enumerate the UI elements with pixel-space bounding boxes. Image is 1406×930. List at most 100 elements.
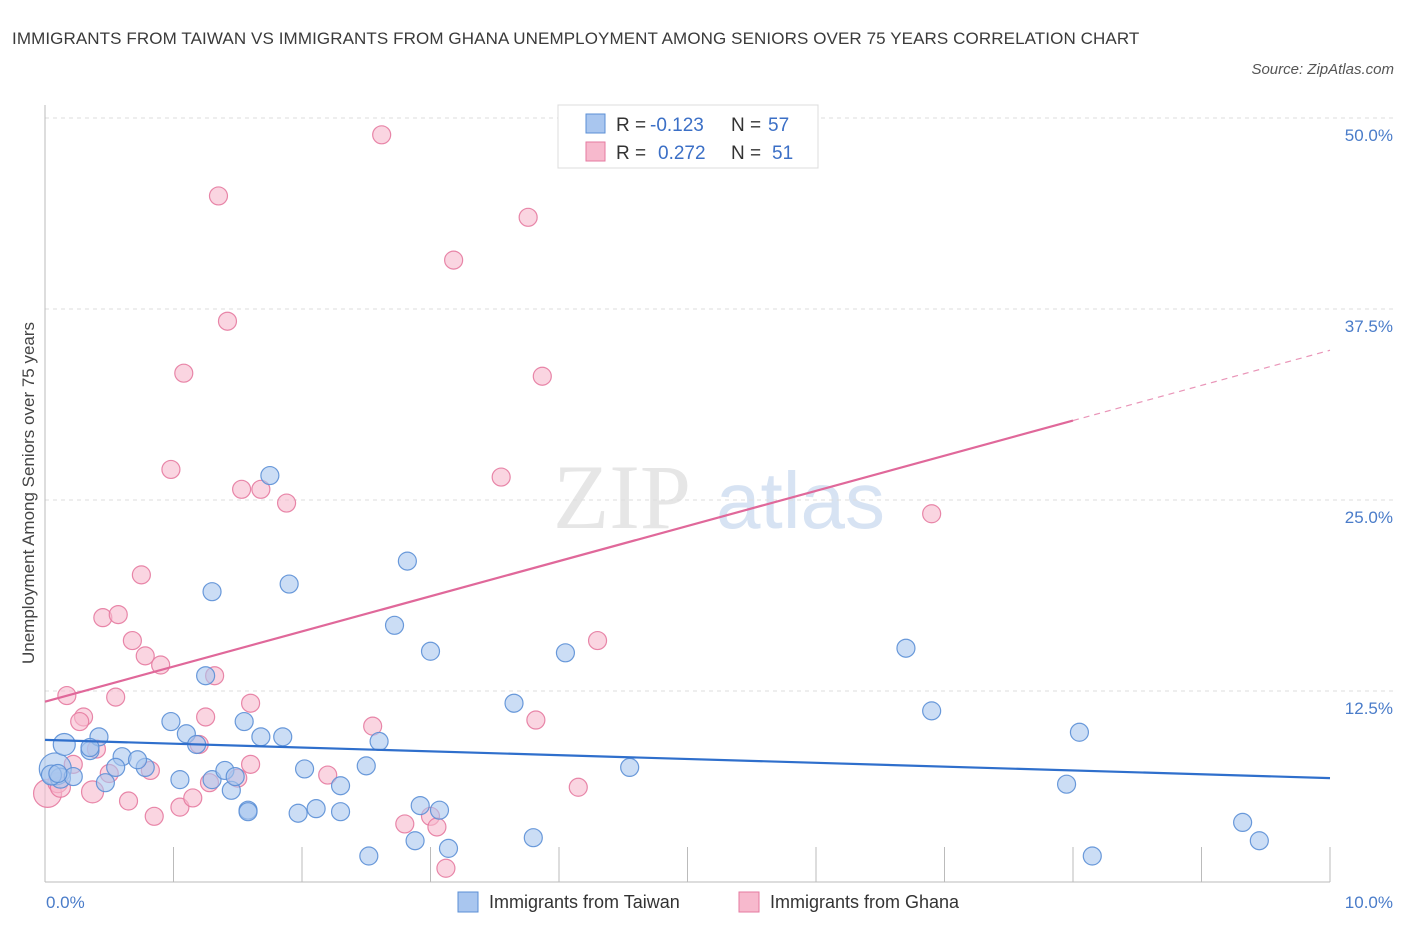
taiwan-point-17	[196, 666, 216, 686]
y-tick-labels: 12.5% 25.0% 37.5% 50.0%	[1345, 126, 1393, 718]
legend-swatch-ghana	[585, 141, 606, 162]
x-tick-labels: 0.0% 10.0%	[46, 893, 1393, 912]
bottom-legend: Immigrants from Taiwan Immigrants from G…	[457, 891, 960, 913]
ghana-point-45	[518, 207, 538, 227]
taiwan-point-36	[384, 615, 405, 635]
taiwan-point-1	[52, 732, 76, 757]
ghana-point-42	[436, 858, 456, 878]
legend-n-value-taiwan: 57	[768, 115, 789, 136]
ghana-point-18	[144, 806, 164, 826]
taiwan-trend-line	[44, 738, 1331, 780]
ghana-point-15	[131, 565, 151, 585]
ghana-point-9	[93, 608, 113, 628]
y-axis-label: Unemployment Among Seniors over 75 years	[19, 322, 38, 664]
ghana-point-34	[251, 479, 271, 499]
legend-n-label-ghana: N =	[731, 143, 761, 164]
taiwan-point-45	[555, 643, 576, 663]
y-tick-label-2: 37.5%	[1345, 317, 1393, 336]
taiwan-point-40	[420, 641, 441, 661]
ghana-point-6	[70, 711, 90, 732]
ghana-point-16	[135, 646, 155, 666]
ghana-point-22	[174, 363, 194, 383]
taiwan-point-56	[238, 802, 258, 822]
legend-n-label-taiwan: N =	[731, 115, 761, 136]
axes	[44, 105, 1331, 883]
ghana-point-32	[241, 754, 261, 774]
ghana-point-12	[108, 604, 128, 625]
taiwan-point-14	[170, 770, 190, 790]
taiwan-point-38	[405, 831, 425, 851]
taiwan-point-18	[202, 582, 222, 602]
taiwan-point-42	[438, 838, 459, 858]
ghana-point-20	[161, 459, 181, 480]
y-tick-label-1: 25.0%	[1345, 508, 1393, 527]
ghana-trend-line	[44, 419, 1074, 703]
taiwan-point-9	[106, 757, 126, 778]
taiwan-point-50	[1069, 722, 1090, 742]
taiwan-point-12	[161, 711, 181, 732]
legend-r-value-taiwan: -0.123	[650, 115, 704, 136]
taiwan-point-53	[1249, 831, 1269, 851]
legend-n-value-ghana: 51	[772, 143, 793, 164]
trend-lines	[44, 349, 1331, 780]
grid-lines	[45, 117, 1393, 692]
watermark-zip: ZIP	[553, 446, 691, 548]
taiwan-point-47	[896, 638, 916, 658]
taiwan-point-34	[359, 846, 379, 866]
ghana-point-11	[106, 687, 126, 707]
ghana-point-50	[922, 504, 942, 524]
ghana-point-23	[183, 788, 203, 808]
taiwan-point-11	[127, 750, 148, 770]
taiwan-point-27	[279, 574, 299, 594]
ghana-point-46	[526, 710, 546, 730]
ghana-point-44	[491, 467, 511, 487]
taiwan-point-26	[273, 727, 293, 747]
y-tick-label-3: 50.0%	[1345, 126, 1393, 145]
ghana-point-25	[196, 707, 216, 727]
taiwan-point-51	[1082, 846, 1102, 866]
ghana-point-33	[241, 693, 261, 713]
bottom-legend-swatch-taiwan	[457, 891, 479, 913]
taiwan-point-37	[397, 551, 417, 571]
bottom-legend-label-taiwan: Immigrants from Taiwan	[489, 892, 680, 912]
ghana-point-35	[276, 493, 297, 513]
y-tick-label-0: 12.5%	[1345, 699, 1393, 718]
ghana-point-36	[318, 765, 338, 785]
ghana-point-28	[208, 186, 229, 206]
legend-swatch-taiwan	[585, 113, 606, 134]
ghana-trend-line-extension	[1072, 349, 1331, 422]
ghana-point-47	[532, 366, 552, 386]
taiwan-point-35	[369, 731, 389, 752]
ghana-point-49	[587, 630, 608, 651]
taiwan-point-7	[95, 773, 115, 793]
legend-r-label-taiwan: R =	[616, 115, 646, 136]
taiwan-point-49	[1056, 774, 1077, 794]
ghana-point-48	[568, 777, 588, 797]
taiwan-point-43	[504, 693, 524, 713]
taiwan-points	[38, 465, 1269, 866]
ghana-point-13	[118, 791, 139, 811]
taiwan-point-55	[48, 763, 68, 784]
taiwan-point-48	[922, 701, 942, 721]
taiwan-point-54	[80, 737, 100, 758]
ghana-point-41	[427, 817, 447, 837]
x-tick-label-max: 10.0%	[1345, 893, 1393, 912]
taiwan-point-30	[306, 799, 326, 819]
taiwan-point-39	[410, 795, 430, 816]
legend-r-value-ghana: 0.272	[658, 143, 706, 164]
taiwan-point-29	[294, 759, 315, 779]
taiwan-point-46	[620, 757, 640, 778]
ghana-point-29	[217, 311, 238, 331]
legend-r-label-ghana: R =	[616, 143, 646, 164]
chart-title: IMMIGRANTS FROM TAIWAN VS IMMIGRANTS FRO…	[12, 29, 1140, 48]
taiwan-point-31	[330, 802, 351, 822]
taiwan-point-41	[429, 800, 450, 820]
taiwan-point-25	[260, 465, 280, 486]
bottom-legend-swatch-ghana	[738, 891, 760, 913]
taiwan-point-52	[1233, 812, 1253, 833]
ghana-point-38	[372, 125, 392, 145]
source-label: Source: ZipAtlas.com	[1251, 61, 1394, 78]
taiwan-point-28	[288, 803, 308, 823]
taiwan-point-3	[63, 766, 83, 787]
